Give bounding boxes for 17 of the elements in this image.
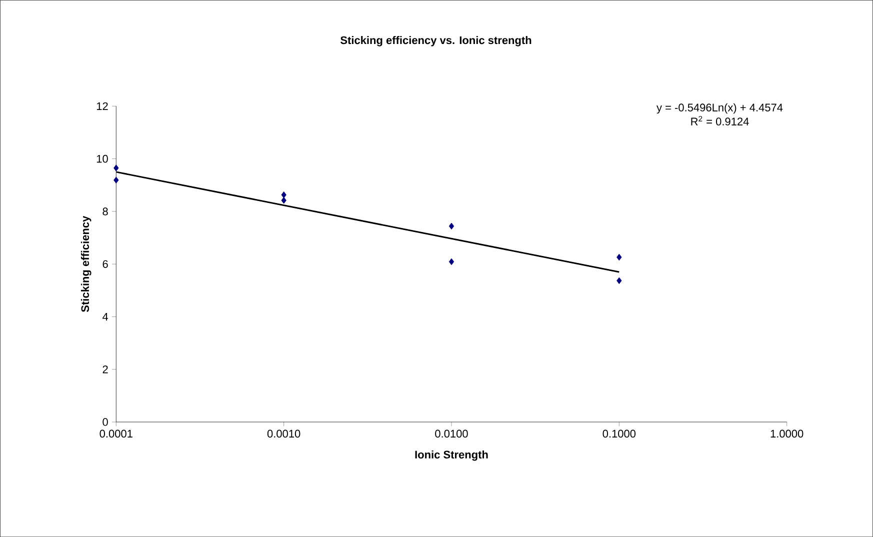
x-tick-label: 0.1000 bbox=[602, 430, 636, 438]
y-tick-label: 8 bbox=[102, 207, 108, 216]
chart-title: Sticking efficiency vs. Ionic strength bbox=[340, 36, 532, 46]
y-axis-title: Sticking efficiency bbox=[80, 216, 92, 312]
y-tick-label: 0 bbox=[102, 418, 108, 426]
y-tick-label: 6 bbox=[102, 260, 108, 268]
y-tick-label: 4 bbox=[102, 312, 108, 320]
annotation: R$^{2}$ = 0.9124 bbox=[691, 116, 749, 126]
x-tick-label: 0.0010 bbox=[267, 430, 300, 438]
x-tick-label: 0.0100 bbox=[435, 430, 468, 438]
x-tick-label: 0.0001 bbox=[100, 430, 132, 438]
x-axis-title: Ionic Strength bbox=[415, 450, 488, 461]
y-tick-label: 10 bbox=[96, 154, 108, 163]
x-tick-label: 1.0000 bbox=[770, 430, 804, 438]
annotation: y = -0.5496Ln(x) + 4.4574 bbox=[656, 103, 783, 114]
y-tick-label: 12 bbox=[96, 102, 108, 110]
y-tick-label: 2 bbox=[102, 365, 108, 374]
